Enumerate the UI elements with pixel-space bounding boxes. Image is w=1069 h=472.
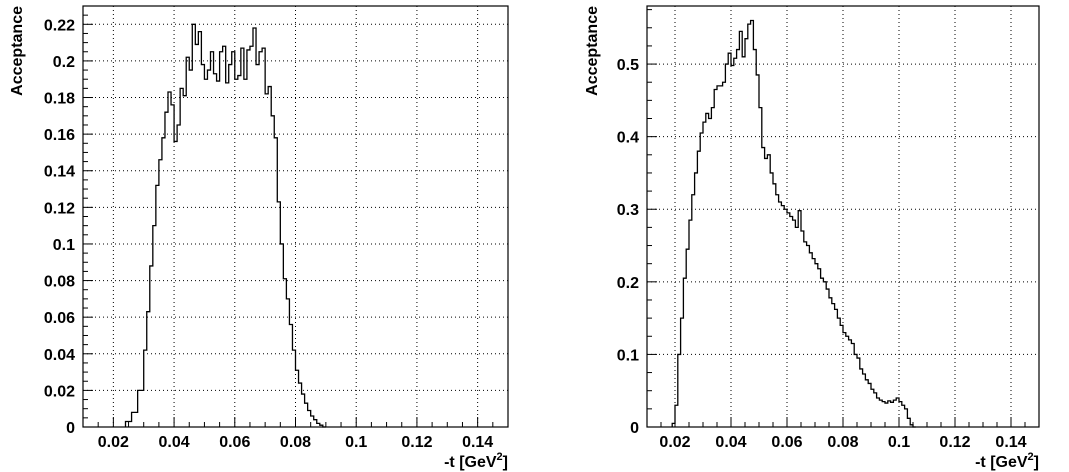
x-axis-label: -t [GeV2] [444, 451, 508, 471]
x-tick-label: 0.12 [939, 434, 970, 451]
x-axis-label-suffix: ] [1034, 454, 1039, 471]
y-axis-label: Acceptance [584, 6, 601, 96]
x-tick-label: 0.1 [888, 434, 910, 451]
y-tick-label: 0.1 [617, 347, 639, 364]
acceptance-histogram-line [124, 23, 326, 428]
y-axis-label: Acceptance [9, 6, 26, 96]
y-tick-label: 0.02 [44, 383, 75, 400]
x-tick-label: 0.14 [995, 434, 1026, 451]
y-tick-label: 0.2 [53, 54, 75, 71]
y-tick-label: 0.04 [44, 347, 75, 364]
x-axis-label-main: -t [GeV [975, 454, 1028, 471]
x-axis-label-main: -t [GeV [444, 454, 497, 471]
x-tick-label: 0.06 [771, 434, 802, 451]
x-tick-label: 0.08 [280, 434, 311, 451]
x-axis-label-superscript: 2 [497, 451, 503, 463]
x-tick-label: 0.12 [401, 434, 432, 451]
x-tick-label: 0.14 [462, 434, 493, 451]
y-tick-label: 0.1 [53, 237, 75, 254]
x-axis-label: -t [GeV2] [975, 451, 1039, 471]
axis-ticks [646, 9, 1040, 428]
y-tick-label: 0.06 [44, 310, 75, 327]
right-acceptance-chart: 0.02 0.04 0.06 0.08 0.1 0.12 0.14 0 0.1 0.2 0.3 0.4… [584, 5, 1040, 471]
x-tick-label: 0.06 [219, 434, 250, 451]
x-tick-label: 0.08 [827, 434, 858, 451]
grid-lines [647, 6, 1039, 427]
y-tick-label: 0.16 [44, 127, 75, 144]
y-tick-label: 0.22 [44, 17, 75, 34]
x-tick-label: 0.02 [98, 434, 129, 451]
y-tick-label: 0 [66, 420, 75, 437]
plot-frame [646, 5, 1040, 428]
y-tick-label: 0 [630, 420, 639, 437]
y-tick-label: 0.12 [44, 200, 75, 217]
x-tick-label: 0.1 [345, 434, 367, 451]
y-tick-label: 0.4 [617, 130, 639, 147]
axis-ticks [82, 5, 509, 428]
y-tick-label: 0.3 [617, 202, 639, 219]
y-tick-label: 0.08 [44, 274, 75, 291]
y-tick-label: 0.14 [44, 164, 75, 181]
x-tick-label: 0.04 [715, 434, 746, 451]
right-chart-panel: 0.02 0.04 0.06 0.08 0.1 0.12 0.14 0 0.1 0.2 0.3 0.4… [565, 0, 1069, 472]
x-axis-label-suffix: ] [503, 454, 508, 471]
x-axis-label-superscript: 2 [1028, 451, 1034, 463]
acceptance-histogram-line [671, 19, 916, 428]
x-tick-label: 0.02 [659, 434, 690, 451]
left-chart-panel: 0.02 0.04 0.06 0.08 0.1 0.12 0.14 0 0.02 0.04 0.06… [9, 5, 509, 471]
left-acceptance-chart: 0.02 0.04 0.06 0.08 0.1 0.12 0.1400.020.040.06… [9, 5, 509, 471]
y-tick-label: 0.5 [617, 57, 639, 74]
x-tick-label: 0.04 [159, 434, 190, 451]
y-tick-label: 0.18 [44, 91, 75, 108]
y-tick-label: 0.2 [617, 275, 639, 292]
